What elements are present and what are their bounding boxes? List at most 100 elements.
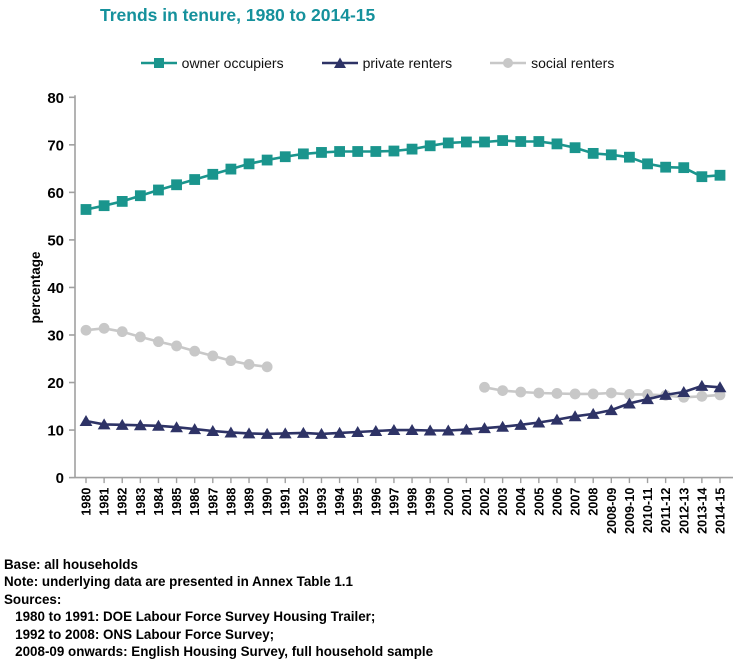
marker-private-renters [115, 418, 129, 430]
note-base: Base: all households [4, 557, 138, 572]
marker-owner-occupiers [279, 151, 291, 163]
x-tick-label: 1992 [297, 488, 311, 516]
marker-private-renters [224, 426, 238, 438]
marker-owner-occupiers [642, 158, 653, 170]
chart-legend: owner occupiers private renters social ren… [0, 55, 755, 71]
marker-owner-occupiers [406, 143, 418, 155]
legend-swatch-circle-icon [490, 58, 527, 68]
marker-social-renters [605, 387, 617, 399]
marker-social-renters [243, 359, 255, 370]
x-tick-label: 1997 [387, 488, 401, 516]
x-tick-label: 2000 [442, 488, 456, 516]
marker-private-renters [478, 422, 491, 434]
y-tick-label: 50 [47, 232, 64, 249]
note-source-ehs: 2008-09 onwards: English Housing Survey,… [4, 644, 434, 660]
marker-private-renters [641, 393, 654, 405]
legend-swatch-square-icon [140, 58, 177, 68]
marker-private-renters [496, 420, 510, 432]
marker-owner-occupiers [261, 154, 273, 166]
chart-canvas: 0 10 20 30 40 50 60 70 80 percentage 1980 1981 1982 1… [28, 90, 733, 534]
x-tick-label: 1991 [279, 488, 293, 516]
marker-private-renters [152, 419, 165, 431]
marker-owner-occupiers [388, 145, 400, 157]
marker-social-renters [624, 389, 635, 400]
marker-owner-occupiers [116, 196, 128, 207]
marker-owner-occupiers [497, 135, 509, 146]
marker-owner-occupiers [587, 147, 599, 159]
marker-owner-occupiers [569, 142, 581, 154]
marker-owner-occupiers [696, 171, 708, 183]
note-sources-heading: Sources: [4, 591, 62, 607]
x-tick-label: 2003 [496, 488, 510, 516]
x-tick-label: 2001 [460, 488, 474, 516]
marker-owner-occupiers [171, 179, 182, 191]
marker-private-renters [242, 427, 256, 439]
marker-social-renters [207, 350, 219, 362]
legend-item-social-renters: social renters [490, 55, 614, 71]
x-tick-label: 1996 [369, 488, 383, 516]
marker-social-renters [533, 387, 545, 399]
marker-owner-occupiers [678, 162, 690, 174]
x-tick-label: 1985 [170, 488, 184, 516]
x-tick-label: 1988 [224, 488, 238, 516]
marker-social-renters [696, 390, 708, 402]
series-line-social-renters [85, 326, 721, 399]
y-tick-label: 80 [47, 90, 64, 107]
marker-private-renters [260, 427, 274, 439]
marker-owner-occupiers [660, 161, 672, 173]
marker-social-renters [98, 322, 110, 334]
marker-owner-occupiers [624, 151, 635, 163]
y-tick-label: 40 [47, 280, 64, 297]
marker-owner-occupiers [243, 158, 255, 170]
marker-social-renters [497, 385, 509, 397]
marker-owner-occupiers [460, 136, 472, 148]
marker-owner-occupiers [605, 149, 617, 161]
x-tick-label: 1994 [333, 488, 347, 516]
x-tick-label: 1981 [98, 488, 112, 516]
marker-private-renters [514, 418, 528, 430]
y-tick-label: 60 [47, 185, 64, 202]
marker-private-renters [423, 424, 437, 436]
y-tick-label: 0 [56, 470, 64, 487]
legend-label: owner occupiers [181, 55, 284, 71]
marker-owner-occupiers [153, 184, 164, 196]
x-tick-label: 2013-14 [695, 488, 709, 534]
chart-notes: Base: all households Note: underlying da… [4, 556, 433, 660]
marker-private-renters [369, 425, 383, 437]
marker-private-renters [677, 386, 691, 398]
legend-label: private renters [362, 55, 453, 71]
marker-private-renters [315, 427, 328, 439]
x-tick-label: 1999 [424, 488, 438, 516]
marker-private-renters [713, 381, 727, 393]
marker-private-renters [441, 424, 455, 436]
legend-item-owner-occupiers: owner occupiers [140, 55, 284, 71]
x-tick-label: 1980 [80, 488, 94, 516]
x-tick-label: 1989 [243, 488, 257, 516]
marker-social-renters [569, 388, 581, 400]
marker-owner-occupiers [479, 136, 490, 148]
x-tick-label: 1982 [116, 488, 130, 516]
marker-social-renters [225, 355, 237, 367]
marker-private-renters [532, 416, 546, 428]
marker-social-renters [189, 345, 201, 357]
marker-private-renters [405, 424, 419, 436]
marker-private-renters [188, 423, 202, 435]
marker-social-renters [134, 331, 146, 343]
marker-private-renters [586, 407, 600, 419]
note-annex: Note: underlying data are presented in A… [4, 574, 353, 590]
marker-private-renters [170, 421, 183, 433]
x-tick-label: 1984 [152, 488, 166, 516]
x-tick-label: 2011-12 [659, 488, 673, 534]
marker-owner-occupiers [424, 140, 436, 152]
marker-owner-occupiers [189, 174, 201, 185]
marker-owner-occupiers [80, 204, 92, 215]
marker-private-renters [550, 413, 564, 425]
marker-private-renters [604, 404, 618, 416]
legend-label: social renters [531, 55, 615, 71]
marker-social-renters [153, 336, 164, 348]
marker-private-renters [97, 418, 111, 430]
x-tick-label: 1983 [134, 488, 148, 516]
marker-owner-occupiers [442, 137, 454, 149]
marker-social-renters [171, 340, 182, 352]
